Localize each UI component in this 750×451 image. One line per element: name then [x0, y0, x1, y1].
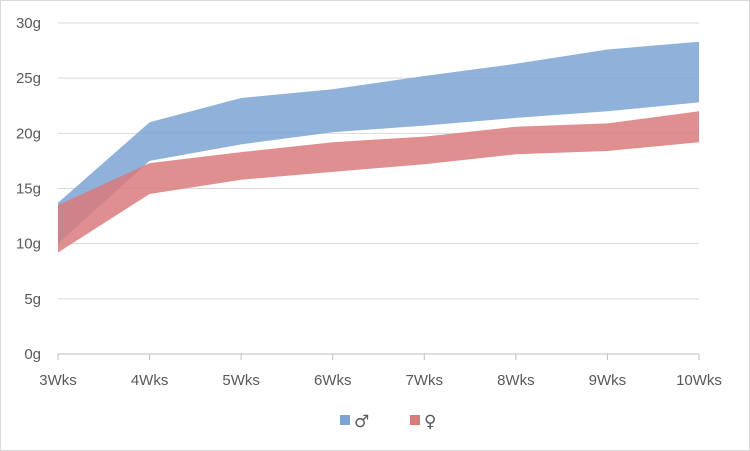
axes — [57, 353, 700, 360]
x-tick-label: 8Wks — [497, 372, 535, 389]
x-tick-label: 5Wks — [222, 372, 260, 389]
y-tick-label: 15g — [16, 181, 41, 198]
x-tick-label: 7Wks — [406, 372, 444, 389]
area-series — [58, 41, 699, 253]
y-tick-label: 20g — [16, 125, 41, 142]
area-band-series-1 — [58, 41, 699, 244]
x-tick-labels: 3Wks 4Wks 5Wks 6Wks 7Wks 8Wks 9Wks 10Wks — [39, 372, 722, 389]
x-tick-label: 10Wks — [676, 372, 722, 389]
y-tick-label: 0g — [24, 346, 41, 363]
y-tick-label: 5g — [24, 291, 41, 308]
y-tick-label: 30g — [16, 15, 41, 32]
y-tick-label: 10g — [16, 236, 41, 253]
x-tick-label: 4Wks — [131, 372, 169, 389]
area-band-series-2 — [58, 111, 699, 253]
legend: ♂ ♀ — [340, 412, 436, 432]
legend-label: ♀ — [424, 412, 436, 432]
y-tick-labels: 0g 5g 10g 15g 20g 25g 30g — [16, 15, 41, 363]
x-tick-label: 3Wks — [39, 372, 77, 389]
x-tick-label: 9Wks — [589, 372, 627, 389]
x-tick-label: 6Wks — [314, 372, 352, 389]
legend-swatch — [340, 415, 350, 425]
legend-label: ♂ — [354, 412, 369, 432]
legend-swatch — [410, 415, 420, 425]
y-tick-label: 25g — [16, 70, 41, 87]
